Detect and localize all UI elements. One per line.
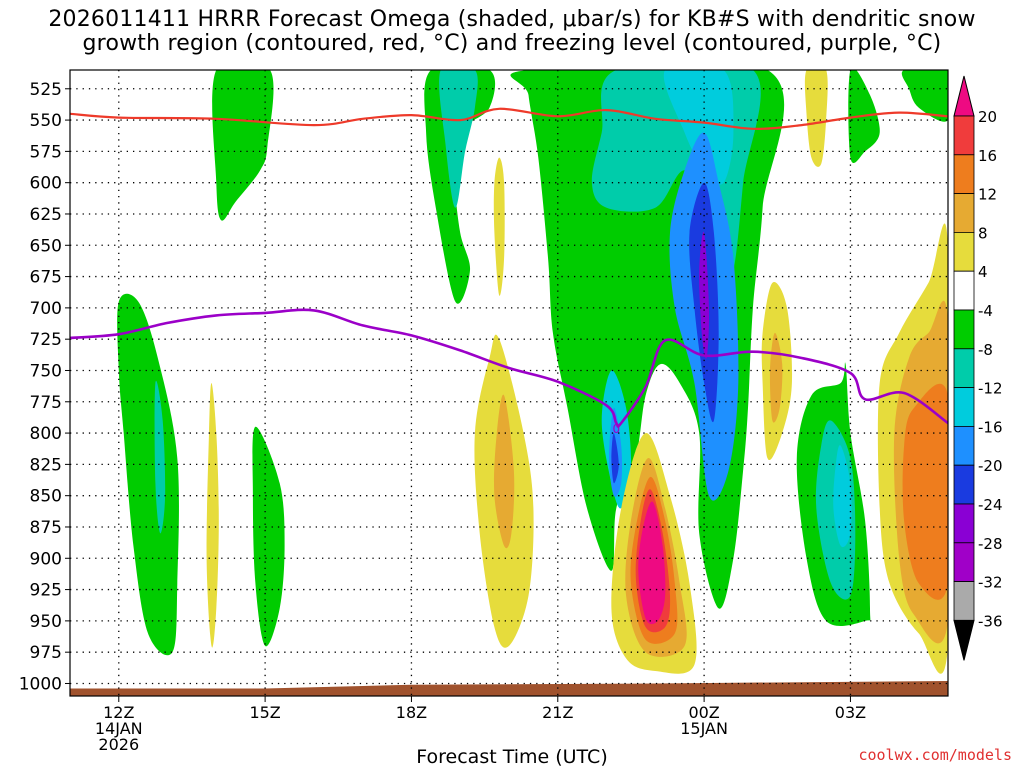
omega-region-gold-01z xyxy=(769,332,783,423)
omega-region-magenta-2330 xyxy=(638,501,666,625)
x-tick-label-00Z: 00Z xyxy=(688,703,719,722)
x-tick-year-12Z: 2026 xyxy=(98,735,139,754)
x-tick-label-15Z: 15Z xyxy=(249,703,280,722)
y-tick-label-900: 900 xyxy=(30,549,62,569)
y-tick-label-600: 600 xyxy=(30,174,62,194)
omega-region-thin-yellow-14z xyxy=(206,383,219,648)
colorbar-bin-8 xyxy=(953,425,975,466)
colorbar-bin-7 xyxy=(953,387,975,427)
terrain-fill xyxy=(70,680,948,696)
omega-region-west-upper-green xyxy=(212,70,274,221)
x-tick-label-18Z: 18Z xyxy=(396,703,427,722)
dgz-contour-line xyxy=(70,107,948,130)
x-tick-label-03Z: 03Z xyxy=(835,703,866,722)
omega-region-cell-2145-darkblue xyxy=(611,433,619,484)
colorbar-bin-12 xyxy=(953,581,975,621)
colorbar-bin-10 xyxy=(953,503,975,544)
y-tick-label-825: 825 xyxy=(30,455,62,475)
y-tick-label-700: 700 xyxy=(30,299,62,319)
colorbar-label-20: 20 xyxy=(978,108,997,126)
y-tick-label-575: 575 xyxy=(30,142,62,162)
colorbar-label-16: 16 xyxy=(978,147,997,165)
colorbar-bin-9 xyxy=(953,464,975,505)
omega-region-main-purple xyxy=(699,231,710,359)
colorbar-label-12: 12 xyxy=(978,186,997,204)
y-tick-label-875: 875 xyxy=(30,518,62,538)
y-axis: 525 550 575 600 625 650 675 700 725 750 775 800 825 8… xyxy=(19,80,70,694)
terrain-surface xyxy=(70,680,948,696)
x-tick-label-21Z: 21Z xyxy=(542,703,573,722)
colorbar-bin-4 xyxy=(953,270,975,311)
colorbar-bin-11 xyxy=(953,542,975,582)
colorbar-label--32: -32 xyxy=(978,574,1003,592)
omega-region-thin-yellow-20z xyxy=(493,157,505,296)
chart-title-line2: growth region (contoured, red, °C) and f… xyxy=(82,31,942,56)
y-tick-label-850: 850 xyxy=(30,487,62,507)
y-tick-label-725: 725 xyxy=(30,330,62,350)
omega-region-main-cyan xyxy=(663,70,734,185)
y-tick-label-775: 775 xyxy=(30,393,62,413)
site-credit[interactable]: coolwx.com/models xyxy=(858,746,1012,764)
omega-region-far-west-lower-teal xyxy=(154,380,166,534)
y-tick-label-650: 650 xyxy=(30,236,62,256)
colorbar-label--24: -24 xyxy=(978,496,1003,514)
y-tick-label-625: 625 xyxy=(30,205,62,225)
contour-lines: 0 xyxy=(70,107,948,436)
x-axis-title: Forecast Time (UTC) xyxy=(416,746,608,768)
colorbar-bin-0 xyxy=(953,115,975,156)
colorbar-bin-1 xyxy=(953,154,975,195)
y-tick-label-750: 750 xyxy=(30,361,62,381)
colorbar-bin-2 xyxy=(953,193,975,233)
freezing-level-label: 0 xyxy=(612,422,620,436)
colorbar-label-8: 8 xyxy=(978,224,988,242)
grid-lines xyxy=(70,70,948,696)
x-tick-label-12Z: 12Z xyxy=(103,703,134,722)
omega-region-central-teal-a xyxy=(439,70,478,208)
y-tick-label-800: 800 xyxy=(30,424,62,444)
colorbar-bottom-arrow xyxy=(953,619,975,661)
colorbar-top-arrow xyxy=(953,75,975,117)
y-tick-label-925: 925 xyxy=(30,581,62,601)
y-tick-label-975: 975 xyxy=(30,643,62,663)
y-tick-label-550: 550 xyxy=(30,111,62,131)
colorbar-bin-6 xyxy=(953,348,975,388)
plot-frame xyxy=(69,69,949,697)
colorbar-bin-3 xyxy=(953,231,975,272)
omega-region-far-west-lower-green xyxy=(117,293,179,656)
colorbar-label-4: 4 xyxy=(978,263,988,281)
freezing-level-line xyxy=(70,308,948,428)
colorbar-label--36: -36 xyxy=(978,612,1003,630)
colorbar-label--28: -28 xyxy=(978,535,1003,553)
y-tick-label-675: 675 xyxy=(30,268,62,288)
omega-region-orange-east xyxy=(902,383,948,600)
colorbar-label--8: -8 xyxy=(978,341,993,359)
colorbar-label--20: -20 xyxy=(978,457,1003,475)
y-tick-label-950: 950 xyxy=(30,612,62,632)
omega-region-yellow-02z-top xyxy=(804,70,828,167)
colorbar: 20 16 12 8 4 -4 -8 -12 -16 -20 -24 -28 -32 -36 xyxy=(953,75,1003,661)
omega-region-mid-west-green xyxy=(252,426,285,647)
colorbar-label--4: -4 xyxy=(978,302,993,320)
colorbar-label--12: -12 xyxy=(978,380,1003,398)
colorbar-label--16: -16 xyxy=(978,418,1003,436)
x-tick-date-00Z: 15JAN xyxy=(680,719,728,738)
y-tick-label-525: 525 xyxy=(30,80,62,100)
omega-shaded-regions xyxy=(117,70,948,674)
chart-title-line1: 2026011411 HRRR Forecast Omega (shaded, … xyxy=(48,7,976,32)
colorbar-bin-5 xyxy=(953,309,975,350)
x-tick-date-12Z: 14JAN xyxy=(95,719,143,738)
y-tick-label-1000: 1000 xyxy=(19,674,62,694)
omega-region-central-green-a xyxy=(424,70,496,304)
omega-region-cyan-03z xyxy=(833,445,852,548)
omega-region-green-04z-top xyxy=(901,70,948,122)
